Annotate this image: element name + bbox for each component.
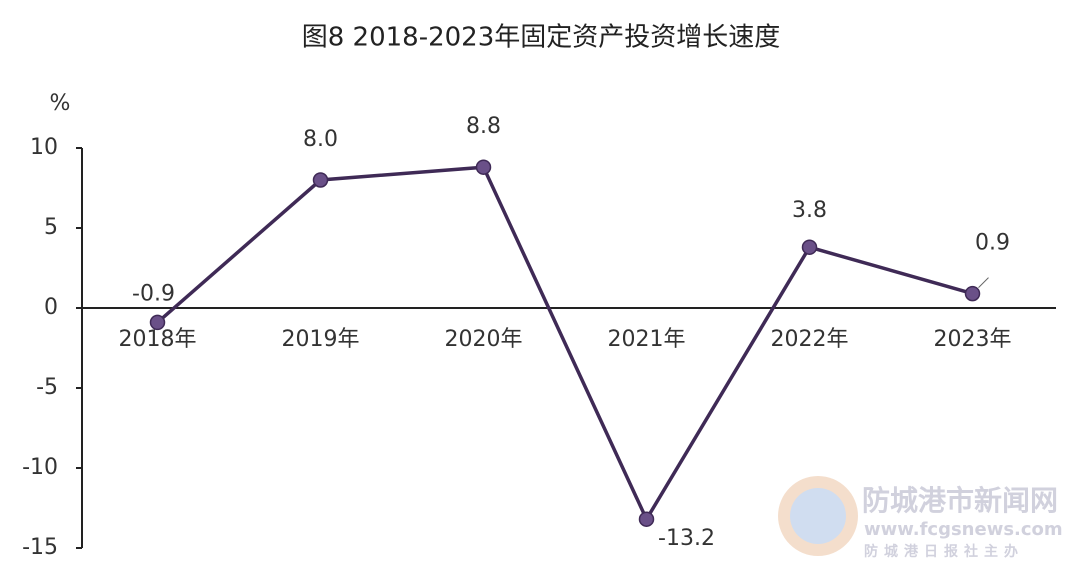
y-tick-label: -5 — [36, 375, 58, 400]
marker — [801, 239, 818, 255]
x-tick-label: 2022年 — [771, 327, 849, 352]
x-tick-label: 2023年 — [934, 327, 1012, 352]
x-tick-label: 2021年 — [608, 327, 686, 352]
watermark-url: www.fcgsnews.com — [864, 519, 1063, 540]
x-tick-label: 2018年 — [119, 327, 197, 352]
marker — [964, 285, 981, 302]
marker — [149, 314, 166, 331]
y-tick-label: -10 — [22, 455, 58, 480]
data-label: 8.0 — [303, 127, 338, 152]
y-tick-label: 0 — [44, 295, 58, 320]
watermark-name: 防城港市新闻网 — [862, 484, 1058, 517]
data-label: 8.8 — [466, 114, 501, 139]
marker — [312, 172, 329, 188]
y-tick-label: 5 — [44, 215, 58, 240]
y-tick-label: -15 — [22, 535, 58, 560]
watermark-logo-inner — [790, 488, 846, 544]
data-label: -13.2 — [658, 526, 715, 551]
y-axis-label: % — [50, 91, 71, 116]
x-tick-label: 2020年 — [445, 327, 523, 352]
x-tick-label: 2019年 — [282, 327, 360, 352]
watermark: 防城港市新闻网 www.fcgsnews.com 防城港日报社主办 — [778, 476, 1063, 560]
leader-line — [978, 277, 989, 288]
data-label: -0.9 — [132, 281, 175, 306]
marker — [638, 511, 655, 527]
marker — [475, 159, 492, 175]
data-label: 0.9 — [975, 231, 1010, 256]
line — [156, 165, 973, 523]
chart-title: 图8 2018-2023年固定资产投资增长速度 — [302, 23, 781, 53]
data-label: 3.8 — [792, 198, 827, 223]
watermark-sponsor: 防城港日报社主办 — [864, 543, 1024, 560]
y-tick-label: 10 — [30, 135, 58, 160]
